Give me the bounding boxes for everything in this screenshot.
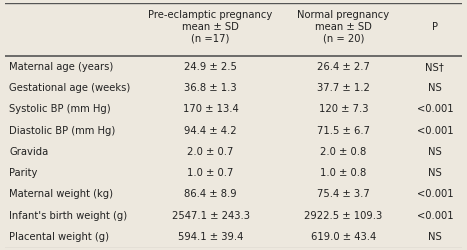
Text: 1.0 ± 0.7: 1.0 ± 0.7: [187, 168, 234, 178]
Text: Pre-eclamptic pregnancy
mean ± SD
(n =17): Pre-eclamptic pregnancy mean ± SD (n =17…: [149, 10, 273, 43]
Text: 2.0 ± 0.8: 2.0 ± 0.8: [320, 147, 367, 157]
Text: NS: NS: [428, 232, 442, 242]
Text: NS: NS: [428, 168, 442, 178]
Text: P: P: [432, 22, 438, 32]
Text: Maternal weight (kg): Maternal weight (kg): [9, 190, 113, 200]
Text: Infant's birth weight (g): Infant's birth weight (g): [9, 211, 127, 221]
Text: 2922.5 ± 109.3: 2922.5 ± 109.3: [304, 211, 382, 221]
Text: 36.8 ± 1.3: 36.8 ± 1.3: [184, 83, 237, 93]
Text: Normal pregnancy
mean ± SD
(n = 20): Normal pregnancy mean ± SD (n = 20): [297, 10, 389, 43]
Text: 71.5 ± 6.7: 71.5 ± 6.7: [317, 126, 370, 136]
Text: NS†: NS†: [425, 62, 444, 72]
Text: NS: NS: [428, 147, 442, 157]
Text: NS: NS: [428, 83, 442, 93]
Text: Maternal age (years): Maternal age (years): [9, 62, 113, 72]
Text: 120 ± 7.3: 120 ± 7.3: [318, 104, 368, 115]
Text: 2547.1 ± 243.3: 2547.1 ± 243.3: [171, 211, 250, 221]
Text: Placental weight (g): Placental weight (g): [9, 232, 109, 242]
Text: 24.9 ± 2.5: 24.9 ± 2.5: [184, 62, 237, 72]
Text: 594.1 ± 39.4: 594.1 ± 39.4: [178, 232, 243, 242]
Text: <0.001: <0.001: [417, 104, 453, 115]
Text: Systolic BP (mm Hg): Systolic BP (mm Hg): [9, 104, 111, 115]
Text: 75.4 ± 3.7: 75.4 ± 3.7: [317, 190, 370, 200]
Text: 37.7 ± 1.2: 37.7 ± 1.2: [317, 83, 370, 93]
Text: <0.001: <0.001: [417, 190, 453, 200]
Text: 86.4 ± 8.9: 86.4 ± 8.9: [184, 190, 237, 200]
Text: Parity: Parity: [9, 168, 38, 178]
Text: Gravida: Gravida: [9, 147, 49, 157]
Text: 2.0 ± 0.7: 2.0 ± 0.7: [187, 147, 234, 157]
Text: 1.0 ± 0.8: 1.0 ± 0.8: [320, 168, 367, 178]
Text: 619.0 ± 43.4: 619.0 ± 43.4: [311, 232, 376, 242]
Text: Gestational age (weeks): Gestational age (weeks): [9, 83, 130, 93]
Text: 170 ± 13.4: 170 ± 13.4: [183, 104, 239, 115]
Text: 26.4 ± 2.7: 26.4 ± 2.7: [317, 62, 370, 72]
Text: Diastolic BP (mm Hg): Diastolic BP (mm Hg): [9, 126, 115, 136]
Text: 94.4 ± 4.2: 94.4 ± 4.2: [184, 126, 237, 136]
Text: <0.001: <0.001: [417, 126, 453, 136]
Text: <0.001: <0.001: [417, 211, 453, 221]
